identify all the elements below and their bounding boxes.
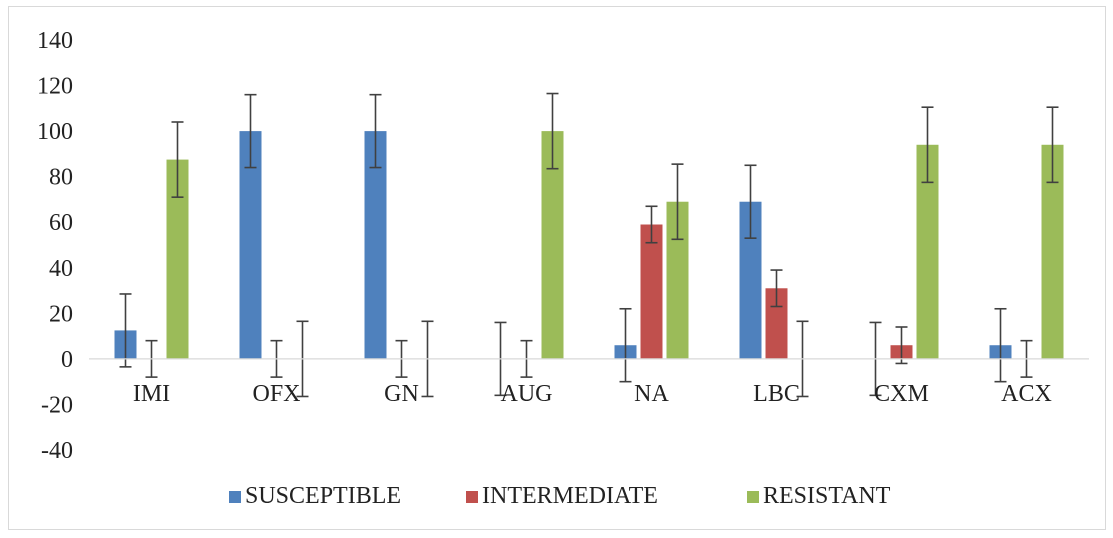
x-tick-label-gn: GN xyxy=(384,381,419,407)
legend-item-susceptible: SUSCEPTIBLE xyxy=(229,483,401,509)
legend-swatch xyxy=(466,491,478,503)
legend-label: INTERMEDIATE xyxy=(482,483,658,509)
legend-label: RESISTANT xyxy=(763,483,891,509)
x-axis-category-labels: IMI OFX GN AUG NA LBC CXM ACX xyxy=(133,381,1052,407)
error-bar-intermediate-na xyxy=(645,205,658,244)
y-tick-label: -20 xyxy=(41,392,73,418)
error-bar-susceptible-na xyxy=(619,307,632,383)
chart-area: 140 120 100 80 60 40 20 0 -20 -40 IMI OFX GN AUG NA LB… xyxy=(8,6,1106,530)
y-tick-label: 80 xyxy=(49,165,73,191)
x-tick-label-ofx: OFX xyxy=(252,381,300,407)
y-tick-label: 0 xyxy=(61,347,73,373)
error-bar-resistant-aug xyxy=(546,92,559,170)
bar-susceptible-ofx xyxy=(239,131,262,359)
y-tick-label: 120 xyxy=(37,74,73,100)
error-bar-resistant-cxm xyxy=(921,106,934,184)
x-tick-label-acx: ACX xyxy=(1001,381,1052,407)
bar-resistant-cxm xyxy=(916,144,939,359)
y-tick-label: 140 xyxy=(37,28,73,54)
legend-swatch xyxy=(747,491,759,503)
y-axis-tick-labels: 140 120 100 80 60 40 20 0 -20 -40 xyxy=(37,28,73,464)
error-bar-intermediate-cxm xyxy=(895,326,908,365)
bar-chart: 140 120 100 80 60 40 20 0 -20 -40 IMI OFX GN AUG NA LB… xyxy=(37,28,1089,509)
error-bar-intermediate-lbc xyxy=(770,269,783,308)
error-bar-resistant-acx xyxy=(1046,106,1059,184)
error-bar-susceptible-lbc xyxy=(744,164,757,239)
x-tick-label-lbc: LBC xyxy=(753,381,800,407)
bar-susceptible-gn xyxy=(364,131,387,359)
y-tick-label: 60 xyxy=(49,210,73,236)
error-bar-resistant-imi xyxy=(171,121,184,198)
y-tick-label: 20 xyxy=(49,301,73,327)
error-bar-susceptible-ofx xyxy=(244,93,257,169)
bar-susceptible-lbc xyxy=(739,201,762,359)
x-tick-label-imi: IMI xyxy=(133,381,170,407)
legend-label: SUSCEPTIBLE xyxy=(245,483,401,509)
x-tick-label-aug: AUG xyxy=(501,381,553,407)
bar-resistant-aug xyxy=(541,131,564,359)
error-bars-layer xyxy=(119,92,1059,398)
bar-intermediate-na xyxy=(640,224,663,359)
legend-item-intermediate: INTERMEDIATE xyxy=(466,483,658,509)
bars-layer xyxy=(114,131,1064,359)
x-tick-label-cxm: CXM xyxy=(874,381,929,407)
legend-swatch xyxy=(229,491,241,503)
error-bar-susceptible-imi xyxy=(119,293,132,368)
error-bar-resistant-na xyxy=(671,163,684,241)
bar-resistant-imi xyxy=(166,159,189,359)
x-tick-label-na: NA xyxy=(634,381,669,407)
legend-item-resistant: RESISTANT xyxy=(747,483,891,509)
y-tick-label: 100 xyxy=(37,119,73,145)
y-tick-label: -40 xyxy=(41,438,73,464)
legend: SUSCEPTIBLE INTERMEDIATE RESISTANT xyxy=(229,483,891,509)
error-bar-susceptible-acx xyxy=(994,307,1007,383)
bar-resistant-acx xyxy=(1041,144,1064,359)
y-tick-label: 40 xyxy=(49,256,73,282)
error-bar-susceptible-gn xyxy=(369,93,382,169)
bar-resistant-na xyxy=(666,201,689,359)
